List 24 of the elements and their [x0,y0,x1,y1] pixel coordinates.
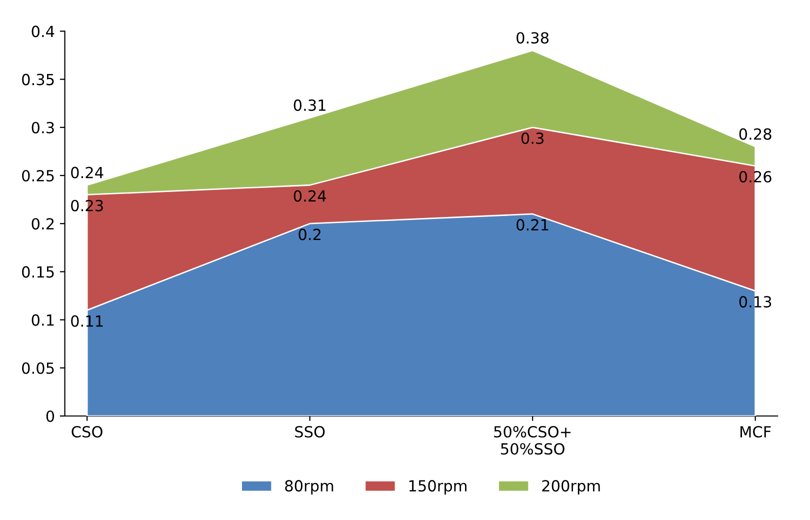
data-label: 0.38 [516,32,549,44]
data-label: 0.31 [294,99,326,111]
data-label: 0.24 [71,166,104,178]
y-tick-label: 0.4 [32,26,54,38]
legend-label: 80rpm [285,480,334,495]
data-label: 0.3 [521,132,544,144]
y-tick-label: 0.15 [22,266,54,278]
y-tick-label: 0.2 [32,218,54,230]
y-tick-label: 0.3 [32,122,54,134]
y-tick-label: 0 [46,410,54,422]
data-label: 0.2 [298,228,320,240]
x-tick-label: CSO [72,426,102,438]
y-tick-label: 0.1 [32,314,54,326]
data-label: 0.24 [294,190,326,202]
data-label: 0.28 [739,128,772,140]
data-label: 0.21 [516,219,548,231]
x-tick-label: MCF [740,426,771,438]
x-tick-label: SSO [295,426,325,438]
y-tick-label: 0.25 [22,170,54,182]
y-tick-label: 0.35 [22,74,54,86]
legend-label: 150rpm [409,480,466,495]
legend-label: 200rpm [542,480,600,495]
x-tick-label: 50%CSO+ 50%SSO [494,426,571,455]
y-tick-label: 0.05 [22,362,54,374]
